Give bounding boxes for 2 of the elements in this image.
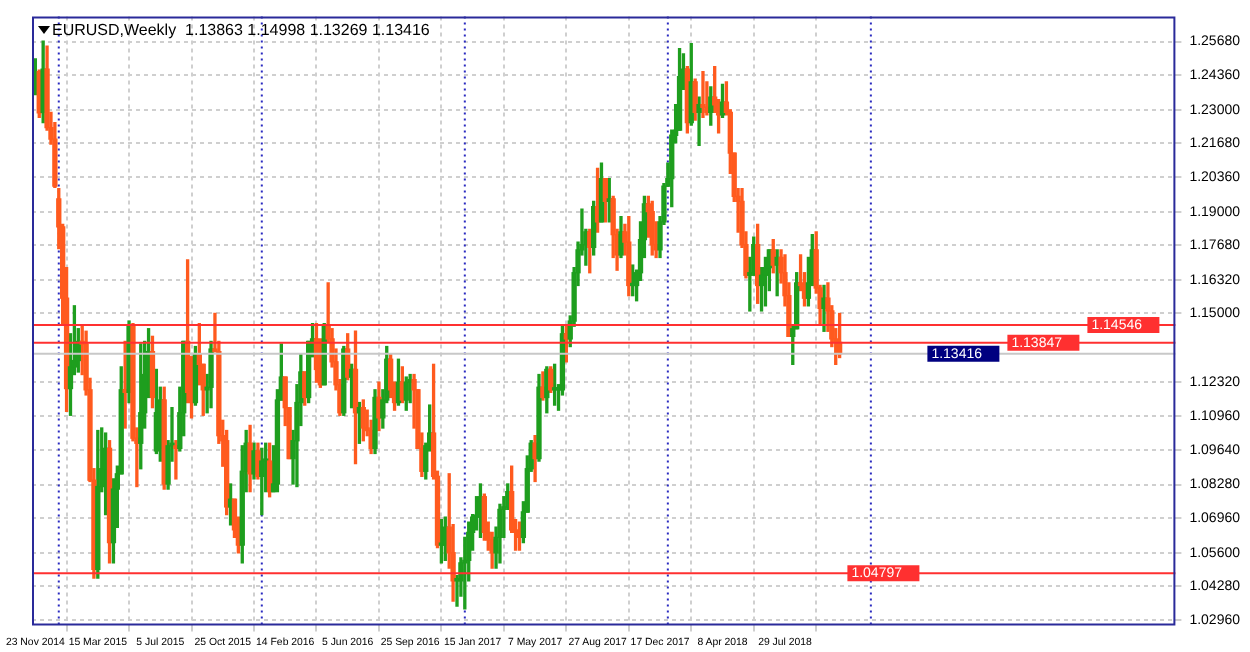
- chart-title: EURUSD,Weekly 1.13863 1.14998 1.13269 1.13416: [52, 20, 431, 39]
- candlestick: [700, 70, 706, 119]
